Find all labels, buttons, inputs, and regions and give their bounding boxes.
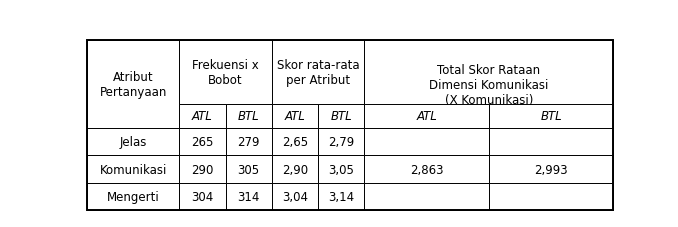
Text: Jelas: Jelas (119, 136, 147, 149)
Text: 3,14: 3,14 (328, 190, 354, 203)
Text: BTL: BTL (238, 110, 260, 123)
Bar (272, 129, 318, 156)
Bar (364, 41, 614, 129)
Text: 2,863: 2,863 (410, 163, 443, 176)
Bar (87, 129, 179, 156)
Text: 2,993: 2,993 (534, 163, 568, 176)
Bar (489, 129, 614, 156)
Text: BTL: BTL (330, 110, 352, 123)
Text: 3,04: 3,04 (282, 190, 308, 203)
Bar (364, 104, 489, 129)
Text: Skor rata-rata
per Atribut: Skor rata-rata per Atribut (277, 59, 359, 87)
Text: 314: 314 (237, 190, 260, 203)
Bar (87, 183, 179, 210)
Text: Mengerti: Mengerti (107, 190, 160, 203)
Bar (318, 129, 364, 156)
Text: 2,90: 2,90 (282, 163, 308, 176)
Bar (364, 156, 489, 183)
Text: 279: 279 (237, 136, 260, 149)
Bar (318, 183, 364, 210)
Bar (226, 104, 272, 129)
Text: Atribut
Pertanyaan: Atribut Pertanyaan (100, 71, 167, 99)
Text: 305: 305 (237, 163, 260, 176)
Bar (272, 156, 318, 183)
Bar (489, 104, 614, 129)
Text: ATL: ATL (416, 110, 437, 123)
Bar (179, 129, 226, 156)
Bar (179, 41, 272, 104)
Bar (179, 183, 226, 210)
Bar (87, 156, 179, 183)
Bar (364, 183, 489, 210)
Bar (179, 156, 226, 183)
Bar (226, 156, 272, 183)
Bar (226, 183, 272, 210)
Bar (272, 104, 318, 129)
Bar (272, 183, 318, 210)
Text: ATL: ATL (285, 110, 305, 123)
Text: BTL: BTL (540, 110, 562, 123)
Bar (179, 104, 226, 129)
Text: ATL: ATL (192, 110, 213, 123)
Text: Komunikasi: Komunikasi (100, 163, 167, 176)
Bar (318, 104, 364, 129)
Text: 290: 290 (191, 163, 214, 176)
Text: 304: 304 (191, 190, 214, 203)
Bar (364, 129, 489, 156)
Text: 2,79: 2,79 (328, 136, 355, 149)
Text: Total Skor Rataan
Dimensi Komunikasi
(X Komunikasi): Total Skor Rataan Dimensi Komunikasi (X … (429, 64, 549, 106)
Bar (272, 41, 364, 104)
Bar (489, 156, 614, 183)
Text: 2,65: 2,65 (282, 136, 308, 149)
Text: Frekuensi x
Bobot: Frekuensi x Bobot (192, 59, 259, 87)
Bar (489, 183, 614, 210)
Text: 265: 265 (191, 136, 214, 149)
Bar (87, 41, 179, 129)
Bar (226, 129, 272, 156)
Text: 3,05: 3,05 (328, 163, 354, 176)
Bar (318, 156, 364, 183)
